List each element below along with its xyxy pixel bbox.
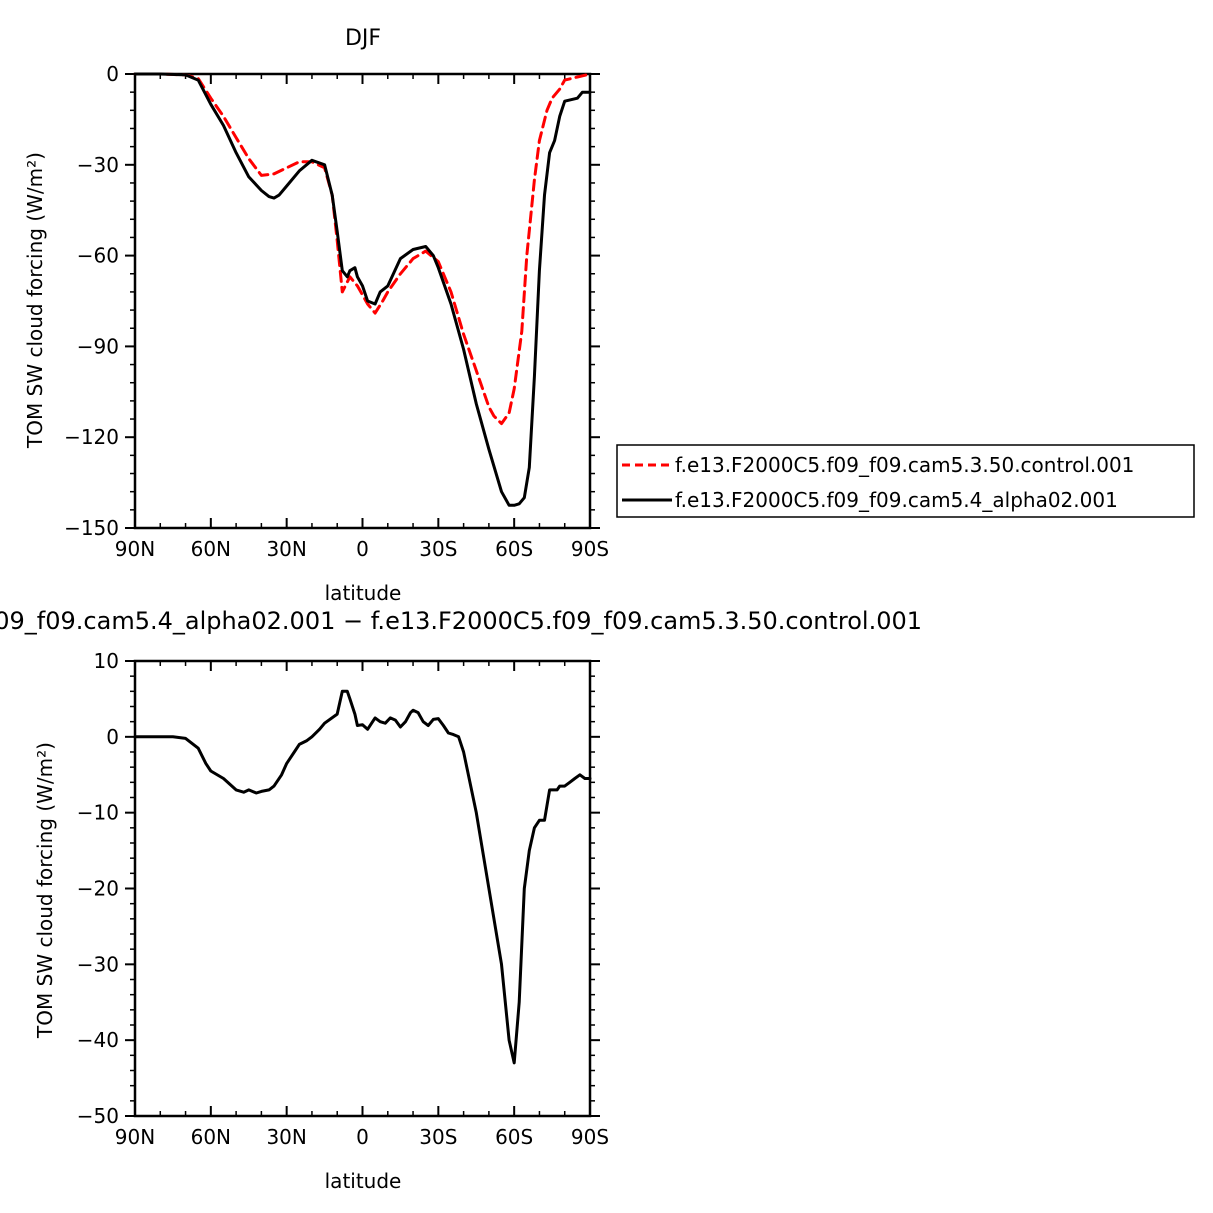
panel-top-series-line-1 [133,72,592,426]
panel-bottom-xtick-label: 60S [495,1125,533,1149]
panel-bottom-xlabel: latitude [325,1169,402,1193]
panel-bottom-title: f.e13.F2000C5.f09_f09.cam5.4_alpha02.001… [0,607,922,635]
panel-bottom-ylabel: TOM SW cloud forcing (W/m²) [33,742,57,1039]
panel-top-xtick-label: 90N [115,537,155,561]
panel-bottom-ytick-label: 10 [94,649,119,673]
panel-top-series-line-2 [133,72,592,507]
panel-top-axes: 90N 60N 30N 0 30S 60S 90S 0 −30 −60 −90 −120 −150 [64,62,609,561]
panel-top-ytick-label: −60 [77,244,119,268]
panel-bottom-xtick-label: 90S [571,1125,609,1149]
panel-bottom-xtick-label: 0 [356,1125,369,1149]
panel-top-ytick-label: −90 [77,334,119,358]
panel-top-ytick-label: −30 [77,153,119,177]
panel-top-xtick-label: 30S [419,537,457,561]
panel-bottom-series-line-1 [133,689,592,1065]
panel-top-xlabel: latitude [325,581,402,605]
panel-top-xtick-label: 90S [571,537,609,561]
panel-top-ytick-label: −120 [64,425,119,449]
panel-top-series [133,72,592,507]
panel-bottom-ytick-label: 0 [106,725,119,749]
panel-bottom-xtick-label: 30N [266,1125,306,1149]
panel-bottom-ytick-label: −40 [77,1028,119,1052]
panel-top-xtick-label: 60N [191,537,231,561]
panel-bottom-series [133,689,592,1065]
panel-bottom-ytick-label: −20 [77,877,119,901]
panel-bottom-ytick-label: −10 [77,801,119,825]
panel-bottom-xtick-label: 90N [115,1125,155,1149]
panel-bottom-axes: 90N 60N 30N 0 30S 60S 90S 10 0 −10 −20 −30 −40 −50 [77,649,609,1149]
legend: f.e13.F2000C5.f09_f09.cam5.3.50.control.… [616,444,1195,518]
panel-top-ytick-label: 0 [106,62,119,86]
legend-label-alpha02: f.e13.F2000C5.f09_f09.cam5.4_alpha02.001 [675,488,1118,512]
panel-top-ytick-label: −150 [64,516,119,540]
legend-label-control: f.e13.F2000C5.f09_f09.cam5.3.50.control.… [675,453,1134,477]
panel-bottom: f.e13.F2000C5.f09_f09.cam5.4_alpha02.001… [0,607,922,1193]
panel-bottom-ytick-label: −50 [77,1104,119,1128]
panel-top: DJF 90N 60N 30N 0 30S 60S 90S 0 −30 −60 −90 −120 −15… [23,26,609,605]
panel-bottom-xtick-label: 30S [419,1125,457,1149]
panel-bottom-xtick-label: 60N [191,1125,231,1149]
panel-top-xtick-label: 60S [495,537,533,561]
panel-top-ylabel: TOM SW cloud forcing (W/m²) [23,152,47,449]
panel-top-title: DJF [345,26,381,51]
panel-top-xtick-label: 30N [266,537,306,561]
panel-top-xtick-label: 0 [356,537,369,561]
panel-bottom-ytick-label: −30 [77,952,119,976]
legend-box [616,444,1195,518]
